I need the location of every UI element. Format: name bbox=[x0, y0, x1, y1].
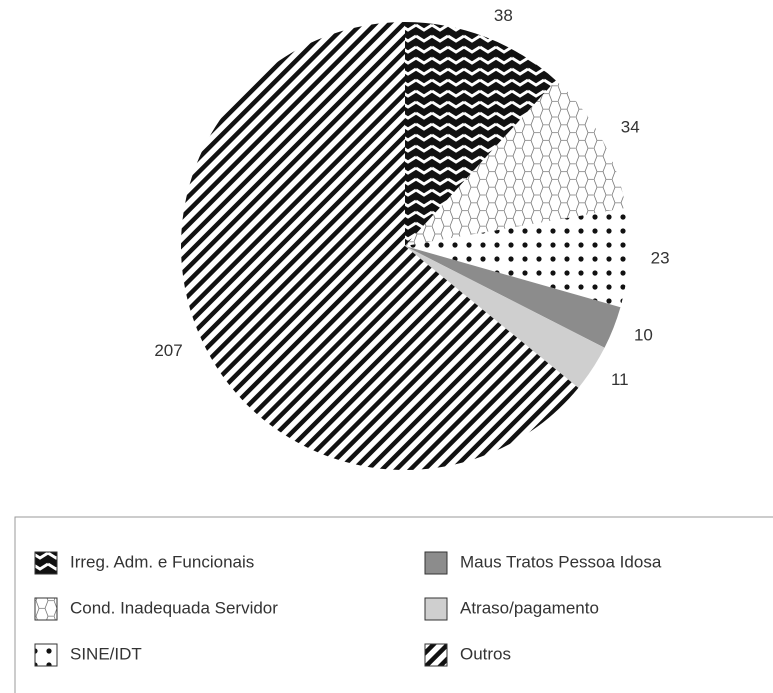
data-label: 207 bbox=[154, 341, 182, 360]
data-label: 23 bbox=[651, 249, 670, 268]
pie-slice bbox=[405, 246, 621, 348]
data-label: 34 bbox=[621, 117, 640, 136]
legend-swatch bbox=[34, 597, 58, 621]
data-label: 38 bbox=[494, 6, 513, 25]
legend-label: Outros bbox=[460, 644, 511, 663]
legend-label: Atraso/pagamento bbox=[460, 598, 599, 617]
legend-swatch bbox=[34, 551, 58, 575]
legend-label: SINE/IDT bbox=[70, 644, 142, 663]
pie-slice bbox=[405, 80, 626, 246]
pie-slice bbox=[405, 246, 605, 388]
legend-swatch bbox=[424, 551, 448, 575]
legend-box bbox=[14, 516, 773, 693]
legend-swatch bbox=[424, 597, 448, 621]
legend-label: Cond. Inadequada Servidor bbox=[70, 598, 278, 617]
legend-label: Maus Tratos Pessoa Idosa bbox=[460, 552, 662, 571]
legend-swatch bbox=[424, 643, 448, 667]
pie-slice bbox=[181, 22, 579, 470]
legend-label: Irreg. Adm. e Funcionais bbox=[70, 552, 254, 571]
pie-slice bbox=[405, 208, 629, 308]
data-label: 10 bbox=[634, 325, 653, 344]
pie-slice bbox=[405, 22, 556, 246]
data-label: 11 bbox=[611, 370, 629, 389]
legend-swatch bbox=[34, 643, 58, 667]
